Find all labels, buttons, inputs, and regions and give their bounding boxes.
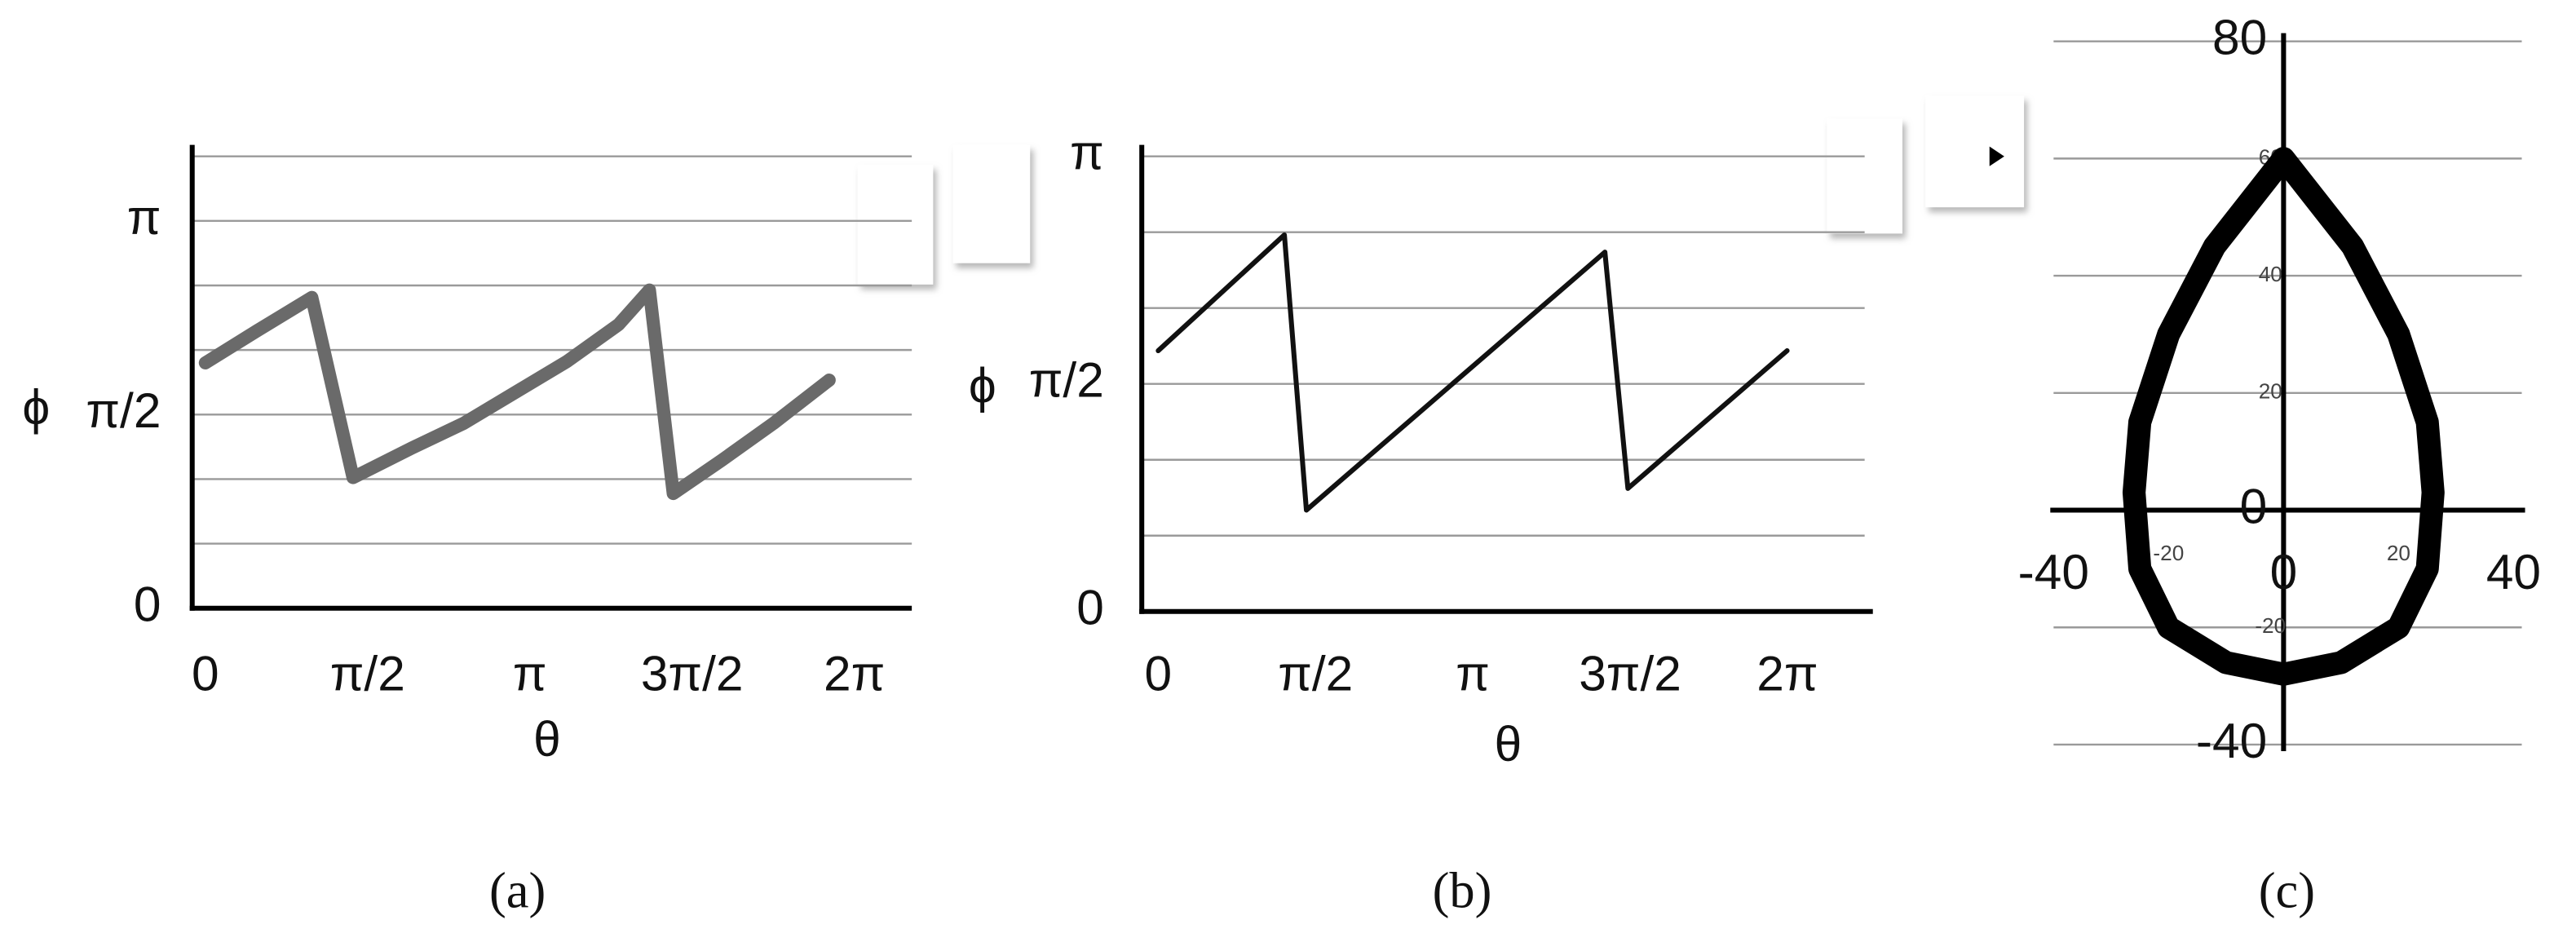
y-tick-label: π [1070, 125, 1104, 180]
panel-label: (c) [2259, 862, 2315, 919]
y-tick-label: π/2 [1029, 352, 1104, 408]
x-axis-label: θ [1495, 716, 1522, 772]
x-minor-tick-label: 20 [2387, 541, 2410, 565]
x-tick-label: 40 [2486, 544, 2541, 599]
x-tick-label: 3π/2 [641, 645, 744, 701]
x-tick-label: π [513, 645, 547, 701]
panel-label: (b) [1433, 862, 1492, 919]
arrow-icon [1989, 146, 2004, 166]
y-minor-tick-label: 40 [2259, 262, 2282, 286]
y-tick-label: 0 [1076, 580, 1104, 635]
y-tick-label: π [127, 189, 161, 245]
x-tick-label: 0 [2270, 544, 2298, 599]
x-tick-label: 0 [192, 645, 219, 701]
y-tick-label: 0 [134, 577, 161, 632]
data-line [2122, 147, 2445, 686]
y-tick-label: 80 [2212, 10, 2267, 65]
x-minor-tick-label: -20 [2153, 541, 2184, 565]
y-tick-label: -40 [2196, 713, 2267, 768]
x-tick-label: π [1456, 645, 1490, 701]
overlay-box [952, 144, 1031, 263]
overlay-box [1925, 95, 2025, 208]
data-line [198, 283, 836, 501]
y-tick-label: 0 [2240, 478, 2268, 533]
x-tick-label: 0 [1145, 645, 1173, 701]
x-tick-label: π/2 [1278, 645, 1353, 701]
x-tick-label: 2π [824, 645, 885, 701]
panel-label: (a) [489, 862, 546, 919]
y-minor-tick-label: -20 [2255, 613, 2286, 638]
x-tick-label: 2π [1756, 645, 1818, 701]
overlay-box [857, 164, 934, 285]
x-axis-label: θ [533, 711, 561, 767]
y-tick-label: π/2 [86, 383, 161, 438]
x-tick-label: 3π/2 [1579, 645, 1681, 701]
y-minor-tick-label: 20 [2259, 379, 2282, 404]
x-tick-label: π/2 [330, 645, 405, 701]
x-tick-label: -40 [2018, 544, 2089, 599]
data-line [1155, 232, 1790, 513]
y-axis-label: ϕ [22, 379, 50, 435]
y-axis-label: ϕ [969, 358, 996, 414]
overlay-box [1827, 118, 1902, 234]
